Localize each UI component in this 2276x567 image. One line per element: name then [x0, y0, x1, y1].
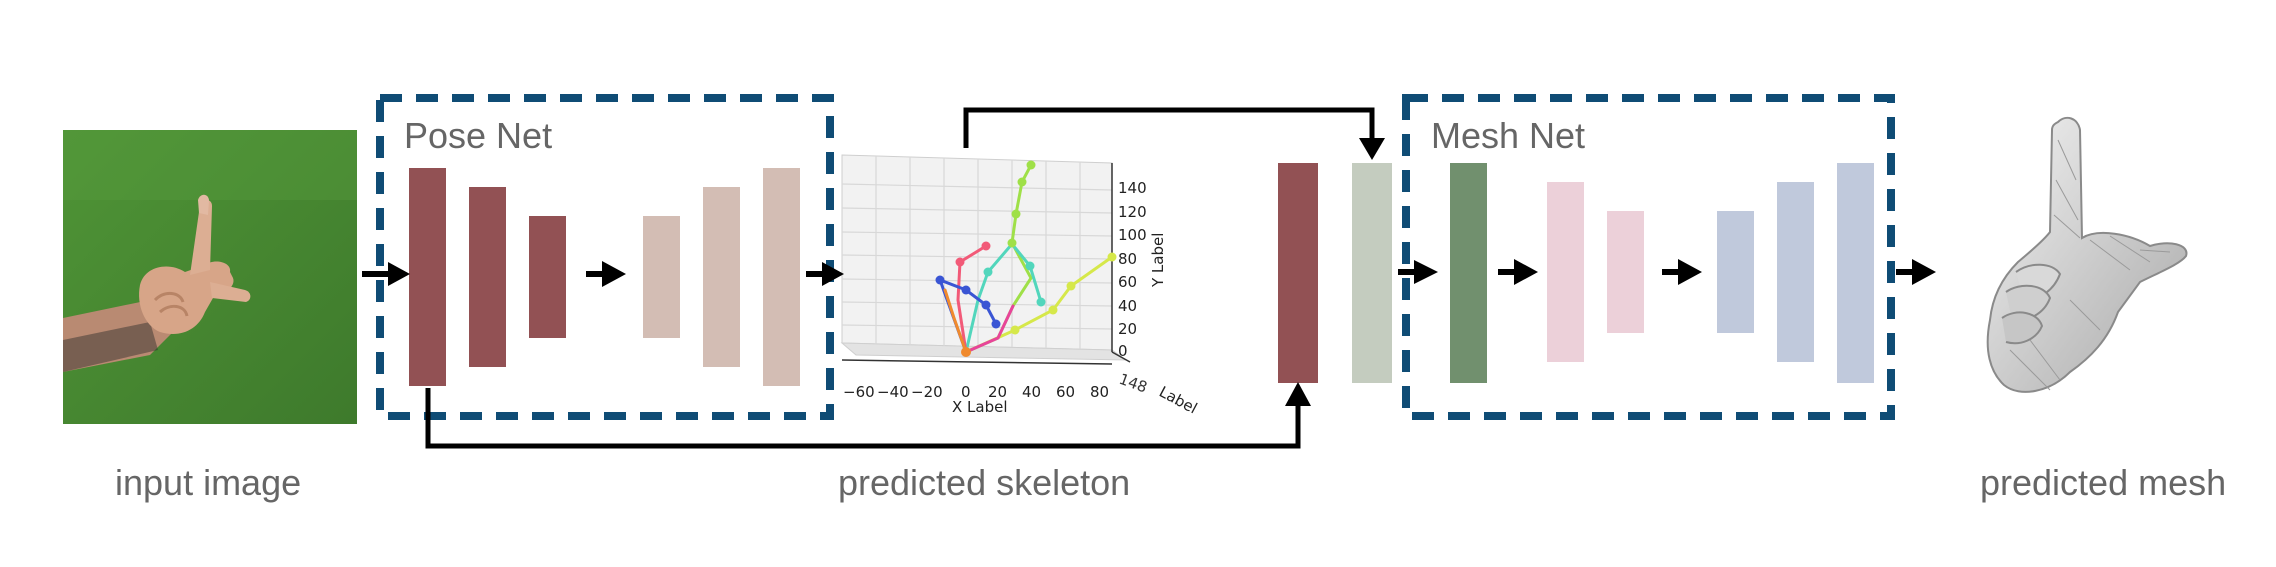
z-axis-label: Label	[1156, 383, 1200, 418]
pose-enc-bar-2	[469, 187, 506, 367]
arrow-icon	[806, 262, 844, 286]
mesh-net-label: Mesh Net	[1431, 115, 1585, 156]
pose-enc-bar-3	[529, 216, 566, 338]
arrow-icon	[1498, 259, 1538, 285]
flow-arrows	[362, 107, 1936, 449]
mesh-net-bar-5	[1777, 182, 1814, 362]
y-tick: 0	[1118, 342, 1128, 360]
y-tick: 60	[1118, 273, 1137, 291]
input-image	[63, 130, 357, 424]
pose-dec-bar-1	[643, 216, 680, 338]
pose-net-frame	[376, 94, 834, 420]
x-tick: 40	[1022, 383, 1041, 401]
wrist-bones	[943, 288, 968, 354]
skeleton-arrow-icon	[963, 107, 1385, 160]
z-tick-labels: 1⁠4⁠8	[1117, 370, 1150, 397]
x-tick: −40	[877, 383, 909, 401]
pose-dec-bar-3	[763, 168, 800, 386]
skeleton-plot: 140 120 100 80 60 40 20 0 Y Label −60 −4…	[840, 154, 1200, 418]
mesh-net-bar-4	[1717, 211, 1754, 333]
y-tick: 20	[1118, 320, 1137, 338]
x-tick: 0	[961, 383, 971, 401]
y-tick: 40	[1118, 297, 1137, 315]
mesh-net-bar-3	[1607, 211, 1644, 333]
x-tick: −60	[843, 383, 875, 401]
mesh-net-bar-6	[1837, 163, 1874, 383]
y-tick: 120	[1118, 203, 1147, 221]
mesh-net-frame	[1402, 94, 1895, 420]
skip-arrow-icon	[425, 382, 1311, 449]
skeleton-feature-bar	[1352, 163, 1392, 383]
arrow-icon	[1896, 259, 1936, 285]
predicted-mesh-caption: predicted mesh	[1980, 462, 2227, 503]
y-axis-label: Y Label	[1149, 233, 1167, 288]
pose-net-encoder	[409, 168, 566, 386]
z-tick-overlap: 1⁠4⁠8	[1117, 370, 1150, 397]
arrow-icon	[1662, 259, 1702, 285]
pose-enc-bar-1	[409, 168, 446, 386]
arrow-icon	[586, 261, 626, 287]
y-tick-labels: 140 120 100 80 60 40 20 0	[1118, 179, 1147, 360]
x-tick: 20	[988, 383, 1007, 401]
pose-net-decoder	[643, 168, 800, 386]
mesh-net-bar-2	[1547, 182, 1584, 362]
pose-feature-bar	[1278, 163, 1318, 383]
ring-bones	[956, 244, 988, 354]
pose-net-label: Pose Net	[404, 115, 552, 156]
x-axis-label: X Label	[952, 398, 1008, 416]
skeleton-joints	[935, 160, 1117, 357]
pose-dec-bar-2	[703, 187, 740, 367]
x-tick: 80	[1090, 383, 1109, 401]
mesh-net-bar-1	[1450, 163, 1487, 383]
y-tick: 140	[1118, 179, 1147, 197]
y-tick: 80	[1118, 250, 1137, 268]
palm-bones	[964, 304, 1015, 354]
y-tick: 100	[1118, 226, 1147, 244]
mesh-hand-image	[1986, 116, 2188, 393]
x-tick-labels: −60 −40 −20 0 20 40 60 80	[843, 383, 1109, 401]
x-tick: −20	[911, 383, 943, 401]
arrow-icon	[362, 262, 410, 286]
middle-bones	[964, 241, 1043, 354]
arrow-icon	[1398, 260, 1438, 284]
predicted-skeleton-caption: predicted skeleton	[838, 462, 1131, 503]
x-tick: 60	[1056, 383, 1075, 401]
input-image-caption: input image	[115, 462, 302, 503]
